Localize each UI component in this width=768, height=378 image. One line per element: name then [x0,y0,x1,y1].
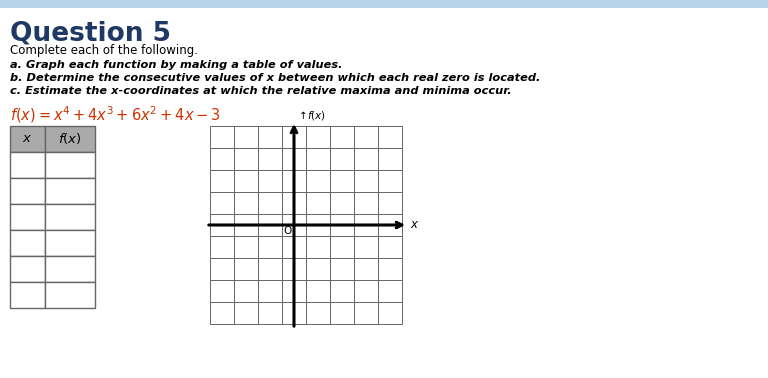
Bar [282,126,306,148]
Bar [354,258,378,280]
Bar [210,148,234,170]
Bar [306,148,330,170]
Text: a. Graph each function by making a table of values.: a. Graph each function by making a table… [10,60,343,70]
Bar [378,214,402,236]
Bar [234,236,258,258]
Bar [210,170,234,192]
Text: Question 5: Question 5 [10,20,171,46]
Bar [306,214,330,236]
Bar [258,126,282,148]
Bar [330,214,354,236]
Bar [10,282,45,308]
Bar [258,170,282,192]
Bar [10,230,45,256]
Text: $\mathit{f(x)}$: $\mathit{f(x)}$ [58,132,82,147]
Text: b. Determine the consecutive values of x between which each real zero is located: b. Determine the consecutive values of x… [10,73,541,83]
Bar [45,282,95,308]
Bar [210,192,234,214]
Bar [282,236,306,258]
Bar [378,170,402,192]
Bar [234,148,258,170]
Bar [210,236,234,258]
Bar [258,192,282,214]
Bar [234,214,258,236]
Bar [306,126,330,148]
Bar [234,170,258,192]
Bar [354,280,378,302]
Bar [258,302,282,324]
Bar [45,178,95,204]
Bar [210,280,234,302]
Bar [10,152,45,178]
Bar [354,148,378,170]
Bar [354,236,378,258]
Bar [354,192,378,214]
Bar [330,258,354,280]
Bar [378,236,402,258]
Bar [258,214,282,236]
Bar [330,280,354,302]
Bar [282,258,306,280]
Bar [330,302,354,324]
Bar [234,192,258,214]
Bar [378,192,402,214]
Bar [354,170,378,192]
Bar [354,214,378,236]
Bar [282,192,306,214]
Text: c. Estimate the x-coordinates at which the relative maxima and minima occur.: c. Estimate the x-coordinates at which t… [10,86,511,96]
Bar [234,126,258,148]
Text: O: O [283,226,292,236]
Bar [378,126,402,148]
Bar [330,192,354,214]
Bar [378,258,402,280]
Bar [258,280,282,302]
Bar [258,236,282,258]
Bar [210,258,234,280]
Bar [10,204,45,230]
Bar [282,170,306,192]
Bar [330,170,354,192]
Bar [306,192,330,214]
Bar [306,236,330,258]
Bar [234,302,258,324]
Bar [330,126,354,148]
Bar [45,126,95,152]
Bar [282,302,306,324]
Bar [45,230,95,256]
Bar [210,214,234,236]
Bar [234,258,258,280]
Bar [378,280,402,302]
Bar [354,302,378,324]
Bar [45,152,95,178]
Bar [210,302,234,324]
Bar [282,280,306,302]
Bar [330,148,354,170]
Bar [45,204,95,230]
Bar [306,302,330,324]
Text: $\mathit{x}$: $\mathit{x}$ [410,218,419,231]
Text: $\mathit{x}$: $\mathit{x}$ [22,133,33,146]
Bar [0,0,768,8]
Bar [282,214,306,236]
Text: $\uparrow\!\mathit{f(x)}$: $\uparrow\!\mathit{f(x)}$ [296,109,326,122]
Bar [306,258,330,280]
Text: $\mathit{f}\mathit{(x)} = \mathit{x}^{4} + 4\mathit{x}^{3} + 6\mathit{x}^{2} + 4: $\mathit{f}\mathit{(x)} = \mathit{x}^{4}… [10,104,220,125]
Bar [258,258,282,280]
Bar [10,178,45,204]
Bar [378,148,402,170]
Bar [10,126,45,152]
Bar [258,148,282,170]
Bar [354,126,378,148]
Text: Complete each of the following.: Complete each of the following. [10,44,198,57]
Bar [45,256,95,282]
Bar [234,280,258,302]
Bar [378,302,402,324]
Bar [330,236,354,258]
Bar [10,256,45,282]
Bar [210,126,234,148]
Bar [306,170,330,192]
Bar [306,280,330,302]
Bar [282,148,306,170]
